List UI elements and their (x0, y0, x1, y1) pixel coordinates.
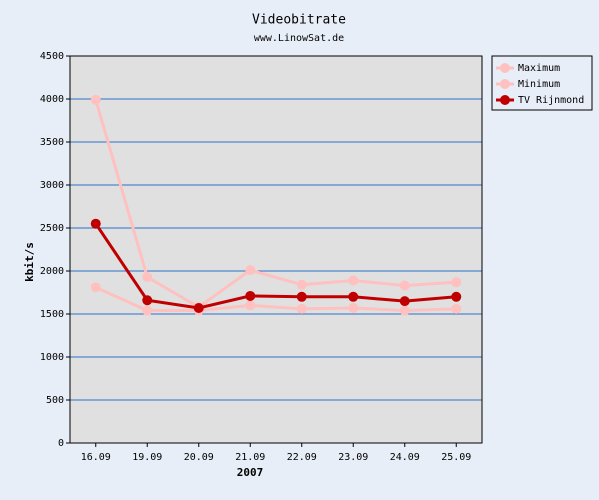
x-tick-label: 22.09 (287, 452, 317, 463)
data-point (399, 305, 410, 316)
series-line (94, 99, 457, 309)
data-point (399, 280, 410, 291)
plot-border (69, 55, 483, 444)
y-tick-label: 2000 (40, 266, 64, 277)
data-point (399, 296, 410, 307)
x-tick-label: 16.09 (81, 452, 111, 463)
legend-marker (500, 79, 510, 89)
y-tick-label: 0 (58, 438, 64, 449)
data-point (245, 290, 256, 301)
y-tick-label: 1500 (40, 309, 64, 320)
data-point (451, 277, 462, 288)
series-line (95, 285, 457, 313)
data-point (142, 305, 153, 316)
data-point (142, 295, 153, 306)
data-point (296, 303, 307, 314)
legend-label: TV Rijnmond (518, 95, 584, 106)
chart-subtitle: www.LinowSat.de (254, 33, 344, 44)
x-tick-label: 20.09 (184, 452, 214, 463)
legend-marker (500, 95, 510, 105)
x-tick-label: 24.09 (390, 452, 420, 463)
data-point (296, 279, 307, 290)
data-point (193, 302, 204, 313)
data-point (348, 302, 359, 313)
data-point (90, 94, 101, 105)
data-point (348, 291, 359, 302)
x-tick-label: 23.09 (338, 452, 368, 463)
y-tick-label: 2500 (40, 223, 64, 234)
x-tick-label: 21.09 (235, 452, 265, 463)
x-tick-label: 25.09 (441, 452, 471, 463)
y-tick-label: 4000 (40, 94, 64, 105)
y-tick-label: 3000 (40, 180, 64, 191)
x-tick-label: 19.09 (132, 452, 162, 463)
chart-title: Videobitrate (252, 13, 346, 28)
data-point (348, 275, 359, 286)
plot-area (69, 55, 483, 444)
y-tick-label: 4500 (40, 51, 64, 62)
data-point (90, 282, 101, 293)
data-point (142, 272, 153, 283)
y-tick-label: 3500 (40, 137, 64, 148)
series-line (94, 222, 457, 310)
data-point (245, 300, 256, 311)
data-point (296, 291, 307, 302)
legend-label: Maximum (518, 63, 560, 74)
data-point (451, 303, 462, 314)
y-axis-label: kbit/s (23, 242, 36, 282)
data-point (451, 291, 462, 302)
data-point (245, 265, 256, 276)
x-axis-label: 2007 (237, 466, 264, 479)
data-point (90, 218, 101, 229)
legend-marker (500, 63, 510, 73)
y-tick-label: 1000 (40, 352, 64, 363)
y-tick-label: 500 (46, 395, 64, 406)
legend-label: Minimum (518, 79, 560, 90)
